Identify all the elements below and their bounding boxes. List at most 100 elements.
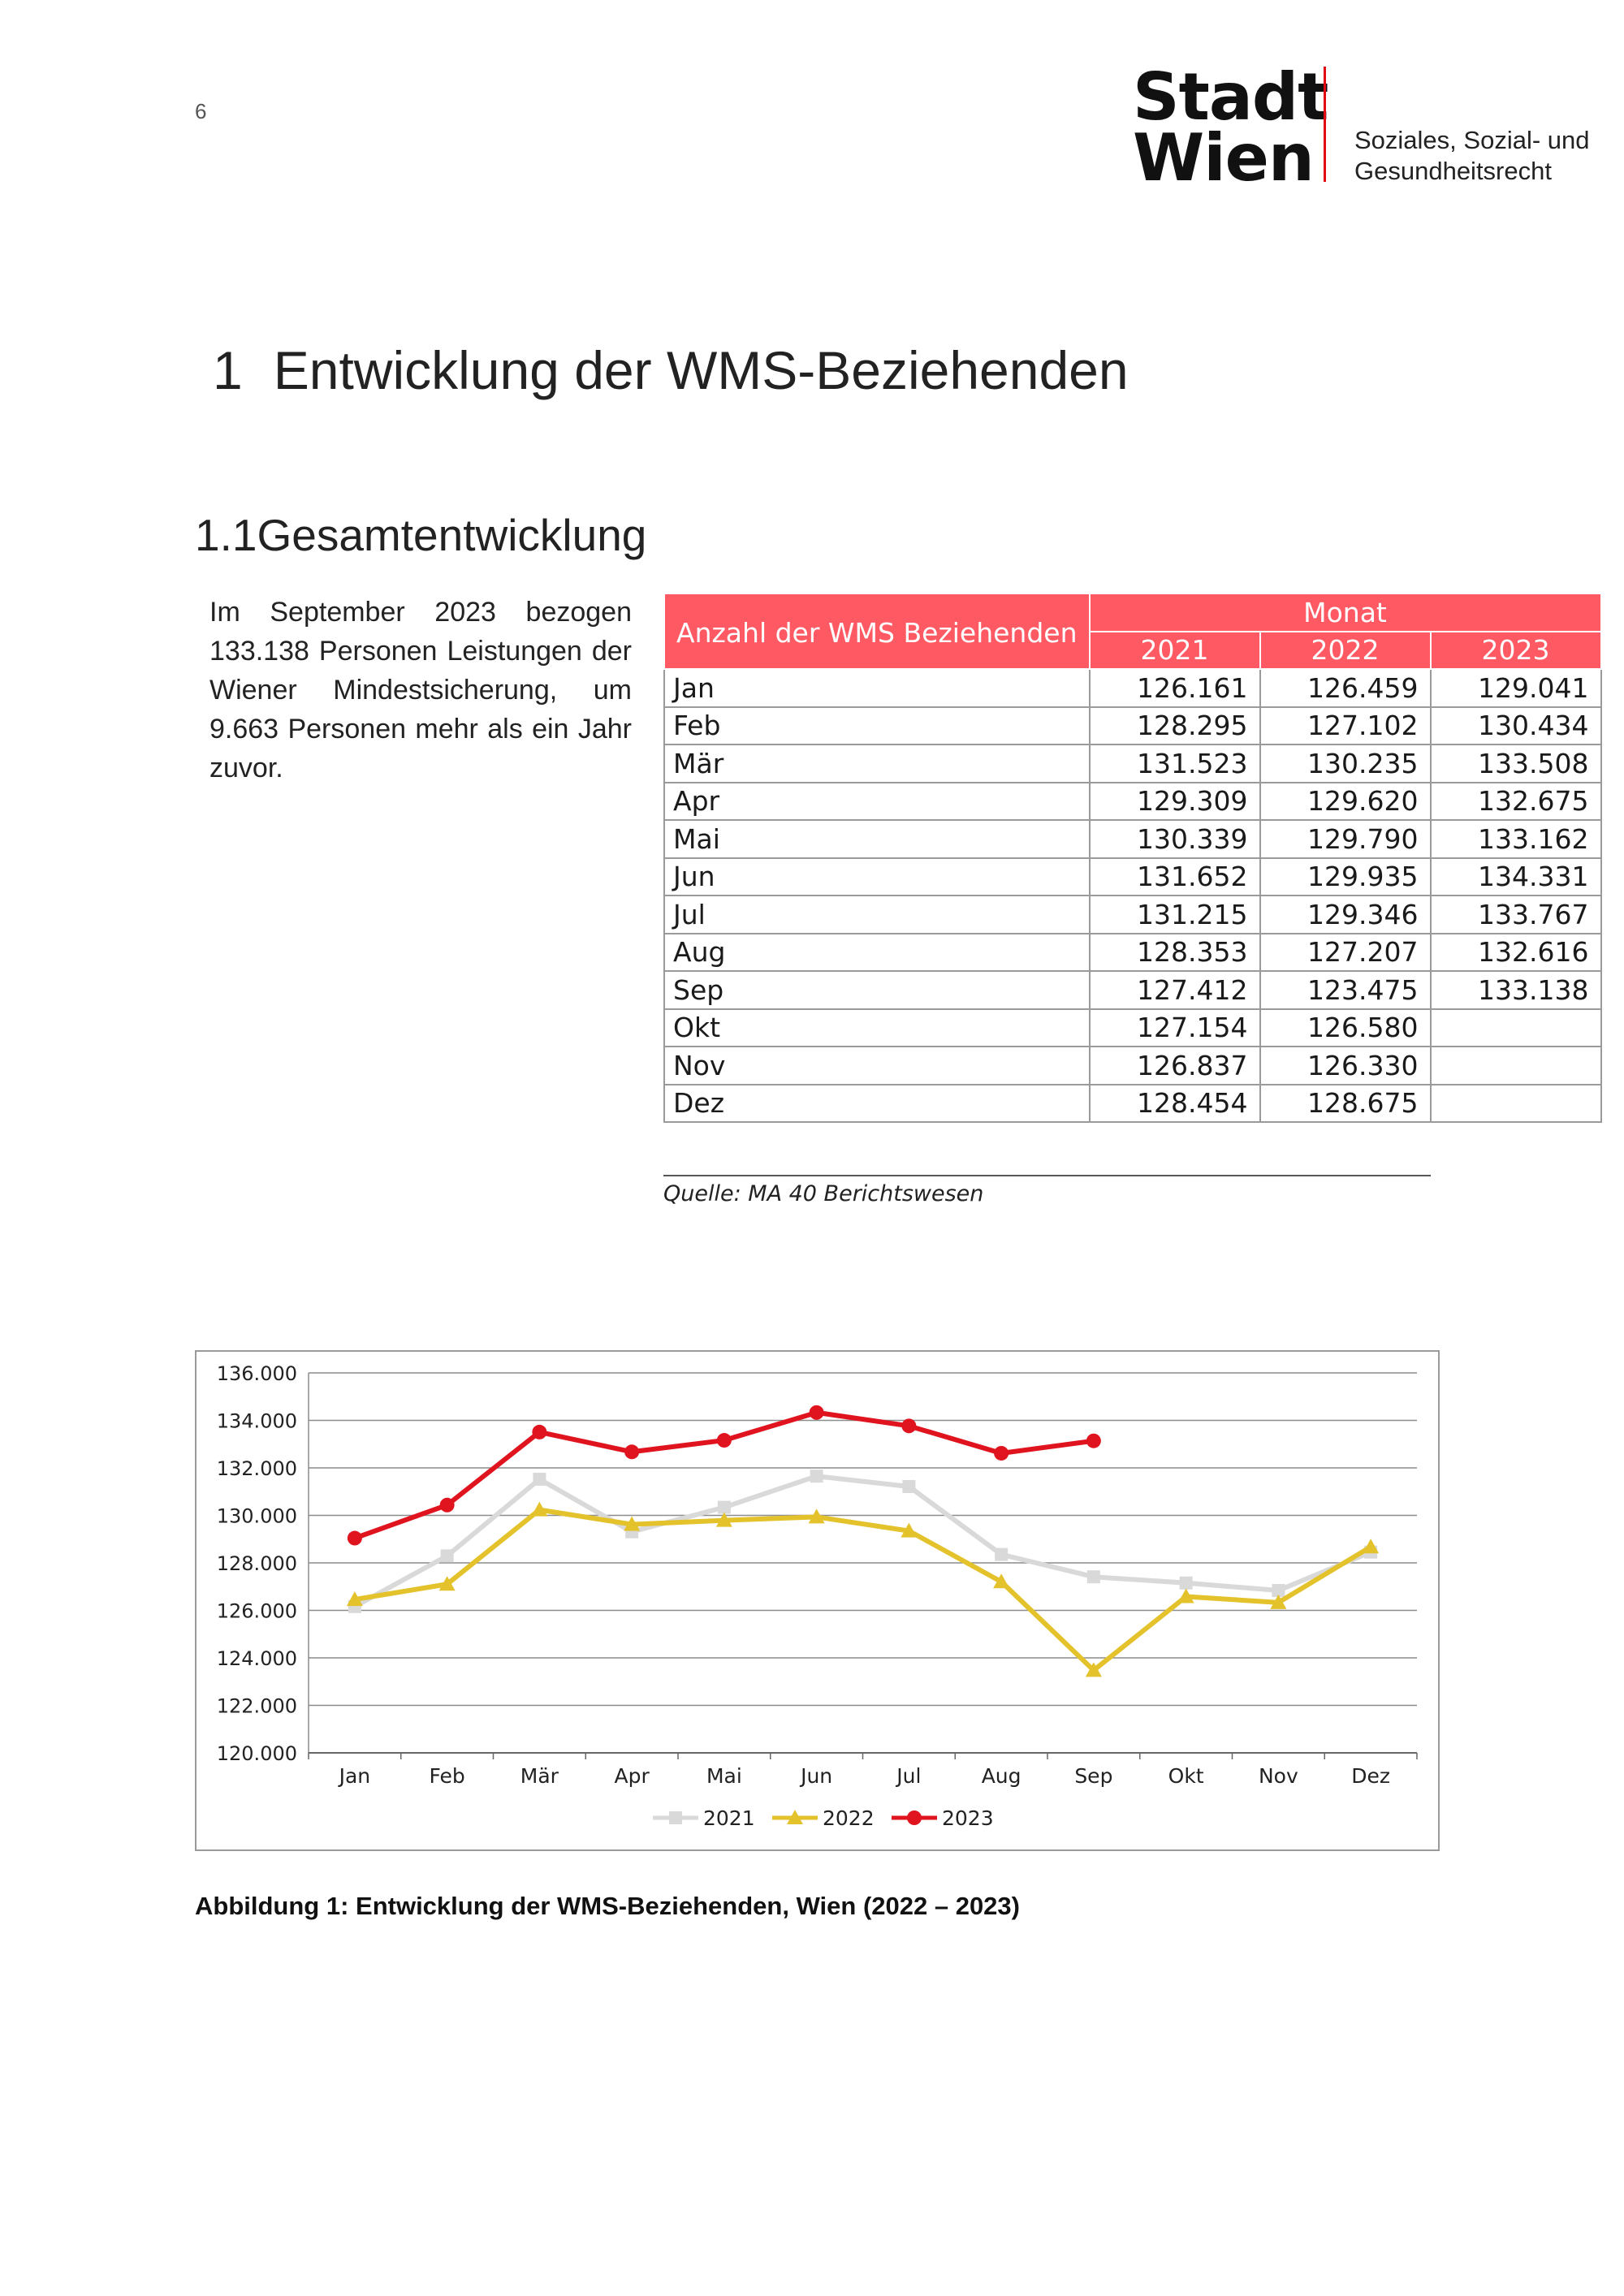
table-value-cell: 133.162 <box>1429 819 1602 859</box>
x-tick-label: Dez <box>1351 1764 1390 1788</box>
data-point-2021 <box>440 1549 454 1563</box>
table-value-cell <box>1429 1083 1602 1123</box>
table-month-cell: Okt <box>663 1008 1091 1047</box>
line-chart: 120.000 122.000 124.000 126.000 128.000 130.0… <box>217 1362 1418 1830</box>
y-tick-label: 124.000 <box>217 1647 297 1670</box>
table-month-cell: Feb <box>663 706 1091 745</box>
table-value-cell: 126.161 <box>1088 668 1261 708</box>
table-row: Mär 131.523 130.235 133.508 <box>663 744 1602 783</box>
x-tick-label: Jan <box>338 1764 371 1788</box>
data-point-2023 <box>1086 1433 1101 1448</box>
table-month-cell: Jan <box>663 668 1091 708</box>
table-month-cell: Mär <box>663 744 1091 783</box>
y-tick-label: 122.000 <box>217 1695 297 1718</box>
legend-marker-2021 <box>669 1811 682 1824</box>
table-value-cell: 129.790 <box>1259 819 1432 859</box>
data-point-2023 <box>439 1497 455 1513</box>
x-tick-label: Apr <box>615 1764 650 1788</box>
data-point-2022 <box>1085 1662 1102 1677</box>
y-tick-label: 120.000 <box>217 1742 297 1765</box>
x-tick-label: Nov <box>1259 1764 1298 1788</box>
table-year-header: 2021 <box>1088 630 1261 670</box>
x-tick-label: Jul <box>895 1764 921 1788</box>
table-value-cell: 126.580 <box>1259 1008 1432 1047</box>
data-point-2022 <box>438 1576 456 1591</box>
table-value-cell: 133.767 <box>1429 895 1602 934</box>
table-value-cell: 128.295 <box>1088 706 1261 745</box>
y-tick-label: 134.000 <box>217 1410 297 1433</box>
table-year-row: 2021 2022 2023 <box>664 630 1602 670</box>
table-value-cell: 132.616 <box>1429 932 1602 972</box>
table-row: Jul 131.215 129.346 133.767 <box>663 895 1602 934</box>
data-point-2021 <box>810 1470 823 1483</box>
y-tick-label: 126.000 <box>217 1600 297 1623</box>
x-tick-label: Mai <box>706 1764 742 1788</box>
table-month-cell: Sep <box>663 970 1091 1010</box>
table-source: Quelle: MA 40 Berichtswesen <box>663 1175 1431 1206</box>
logo-divider <box>1324 67 1326 182</box>
table-value-cell: 129.935 <box>1259 857 1432 896</box>
x-tick-label: Jun <box>799 1764 832 1788</box>
table-row: Nov 126.837 126.330 <box>663 1046 1602 1085</box>
data-point-2022 <box>531 1501 548 1517</box>
table-row: Apr 129.309 129.620 132.675 <box>663 781 1602 821</box>
data-point-2023 <box>624 1444 640 1460</box>
y-tick-label: 136.000 <box>217 1362 297 1385</box>
data-table: Anzahl der WMS Beziehenden Monat 2021 202… <box>663 593 1602 1123</box>
chart-frame: 120.000 122.000 124.000 126.000 128.000 130.0… <box>195 1350 1440 1851</box>
heading-1: 1 Entwicklung der WMS-Beziehenden <box>213 339 1129 401</box>
table-corner-label: Anzahl der WMS Beziehenden <box>663 593 1091 670</box>
department-line-1: Soziales, Sozial- und <box>1354 126 1590 154</box>
table-value-cell <box>1429 1008 1602 1047</box>
legend-label-2021: 2021 <box>703 1806 755 1830</box>
data-point-2022 <box>901 1522 918 1538</box>
table-value-cell: 130.434 <box>1429 706 1602 745</box>
table-value-cell: 128.675 <box>1259 1083 1432 1123</box>
data-point-2022 <box>1363 1539 1380 1554</box>
intro-paragraph: Im September 2023 bezogen 133.138 Person… <box>209 597 632 783</box>
data-point-2021 <box>995 1547 1009 1561</box>
table-body: Jan 126.161 126.459 129.041 Feb 128.295 127.10… <box>663 668 1602 1123</box>
table-row: Sep 127.412 123.475 133.138 <box>663 970 1602 1010</box>
data-point-2022 <box>1270 1594 1287 1609</box>
table-value-cell: 131.215 <box>1088 895 1261 934</box>
table-month-cell: Aug <box>663 932 1091 972</box>
table-year-header: 2023 <box>1429 630 1602 670</box>
data-point-2023 <box>716 1433 732 1448</box>
table-year-header: 2022 <box>1259 630 1432 670</box>
data-point-2023 <box>532 1424 547 1439</box>
logo-stadt: Stadt <box>1133 59 1328 135</box>
table-value-cell: 123.475 <box>1259 970 1432 1010</box>
table-group-label: Monat <box>1088 593 1602 632</box>
table-month-cell: Jul <box>663 895 1091 934</box>
data-point-2021 <box>717 1500 731 1514</box>
table-value-cell: 126.459 <box>1259 668 1432 708</box>
table-month-cell: Dez <box>663 1083 1091 1123</box>
data-point-2022 <box>1177 1588 1194 1603</box>
table-value-cell: 133.138 <box>1429 970 1602 1010</box>
table-row: Aug 128.353 127.207 132.616 <box>663 932 1602 972</box>
legend-label-2023: 2023 <box>942 1806 994 1830</box>
data-point-2022 <box>346 1591 363 1607</box>
data-point-2022 <box>624 1516 641 1531</box>
table-value-cell: 129.620 <box>1259 781 1432 821</box>
table-month-cell: Jun <box>663 857 1091 896</box>
y-tick-label: 128.000 <box>217 1552 297 1575</box>
table-value-cell: 132.675 <box>1429 781 1602 821</box>
series-line-2022 <box>354 1507 1372 1673</box>
y-tick-label: 130.000 <box>217 1505 297 1528</box>
table-month-cell: Nov <box>663 1046 1091 1085</box>
x-tick-label: Aug <box>982 1764 1021 1788</box>
data-point-2023 <box>994 1445 1009 1461</box>
y-tick-label: 132.000 <box>217 1457 297 1480</box>
table-value-cell: 130.235 <box>1259 744 1432 783</box>
data-point-2023 <box>901 1418 917 1434</box>
heading-1-text: Entwicklung der WMS-Beziehenden <box>273 340 1129 400</box>
table-value-cell <box>1429 1046 1602 1085</box>
data-point-2022 <box>993 1573 1010 1589</box>
table-value-cell: 134.331 <box>1429 857 1602 896</box>
heading-1-number: 1 <box>213 340 243 400</box>
table-row: Jun 131.652 129.935 134.331 <box>663 857 1602 896</box>
table-row: Mai 130.339 129.790 133.162 <box>663 819 1602 859</box>
figure-caption: Abbildung 1: Entwicklung der WMS-Beziehe… <box>195 1892 1020 1920</box>
